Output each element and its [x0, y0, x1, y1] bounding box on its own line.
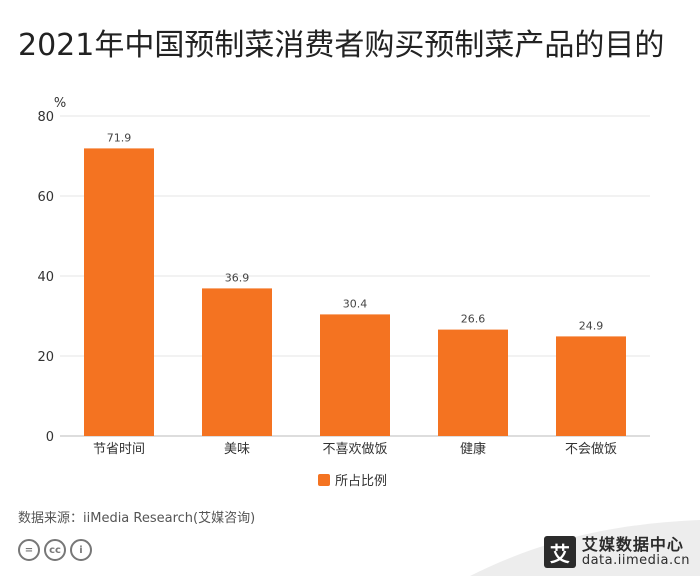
value-labels: 71.9 36.9 30.4 26.6 24.9	[107, 131, 604, 332]
legend-swatch	[318, 474, 330, 486]
x-tick-label: 美味	[224, 442, 250, 457]
license-icons: = cc i	[18, 539, 92, 561]
chart-title: 2021年中国预制菜消费者购买预制菜产品的目的	[18, 28, 665, 63]
x-tick-label: 健康	[460, 441, 486, 457]
brand-mark: 艾 艾媒数据中心 data.iimedia.cn	[543, 534, 690, 568]
brand-logo-icon: 艾	[543, 536, 576, 568]
bar	[320, 314, 390, 436]
cc-icon: cc	[44, 539, 66, 561]
bar	[556, 336, 626, 436]
brand-url: data.iimedia.cn	[581, 552, 690, 568]
equals-icon: =	[18, 539, 40, 561]
axes: 0 20 40 60 80% 节省时间 美味 不喜欢做饭 健康 不会做饭	[37, 96, 650, 457]
legend-label: 所占比例	[335, 474, 387, 489]
y-tick-label: 40	[37, 270, 54, 285]
brand-name: 艾媒数据中心	[581, 534, 684, 554]
person-icon: i	[70, 539, 92, 561]
legend: 所占比例	[318, 474, 387, 489]
brand-wave-decoration	[470, 520, 700, 576]
bars	[84, 148, 626, 436]
x-tick-label: 节省时间	[93, 442, 145, 457]
bar	[84, 148, 154, 436]
data-label: 36.9	[225, 271, 250, 284]
data-label: 24.9	[579, 319, 604, 332]
bar-chart: 0 20 40 60 80% 节省时间 美味 不喜欢做饭 健康 不会做饭 71.9 36.9 30.4…	[37, 96, 650, 489]
data-label: 71.9	[107, 131, 132, 144]
y-tick-label: 80	[37, 110, 54, 125]
bar	[202, 288, 272, 436]
y-tick-label: 20	[37, 350, 54, 365]
y-tick-label: 60	[37, 190, 54, 205]
source-note: 数据来源：iiMedia Research(艾媒咨询)	[18, 511, 256, 526]
data-label: 26.6	[461, 313, 486, 326]
x-tick-label: 不会做饭	[565, 442, 617, 457]
bar	[438, 329, 508, 436]
y-axis-unit: %	[54, 96, 66, 111]
x-tick-label: 不喜欢做饭	[322, 442, 387, 457]
y-tick-label: 0	[46, 430, 54, 445]
grid-lines	[60, 115, 650, 357]
data-label: 30.4	[343, 297, 368, 310]
